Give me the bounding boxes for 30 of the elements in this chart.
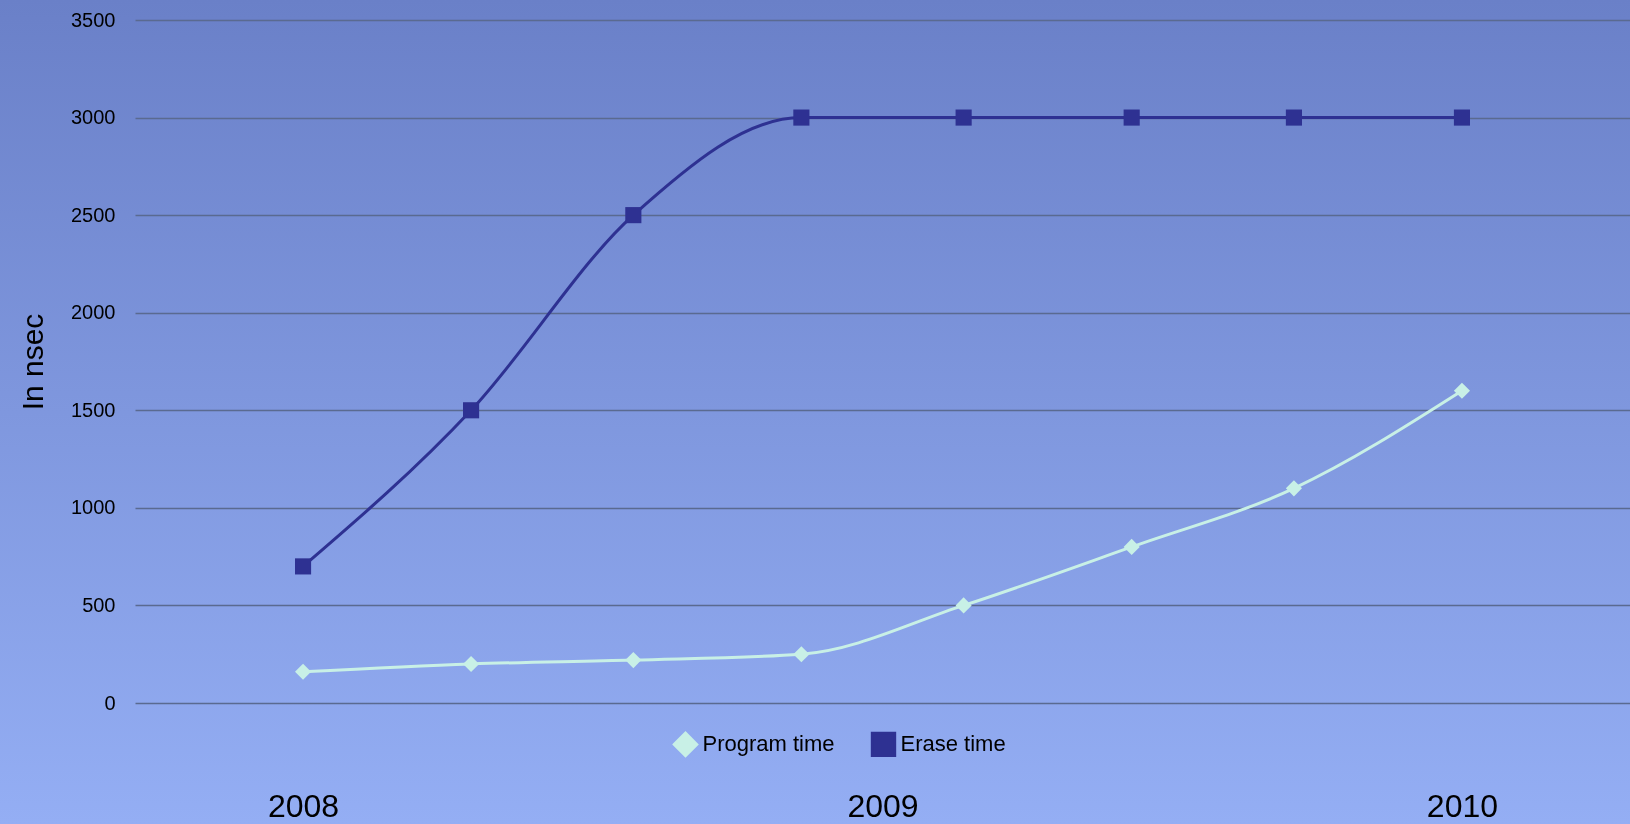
point: [1285, 109, 1302, 126]
legend-label: Program time: [702, 731, 835, 757]
x-tick-label: 2009: [847, 787, 919, 824]
point: [294, 558, 312, 575]
point: [1453, 109, 1471, 126]
y-tick-label: 3500: [71, 8, 116, 31]
y-tick-label: 3000: [71, 106, 116, 129]
point: [955, 597, 972, 614]
x-tick-label: 2010: [1426, 787, 1499, 824]
point: [625, 207, 642, 224]
point: [294, 663, 312, 680]
point: [1285, 480, 1302, 497]
y-tick-label: 0: [104, 691, 116, 714]
point: [955, 109, 972, 126]
point: [463, 655, 480, 673]
point: [1123, 109, 1140, 126]
point: [793, 109, 810, 126]
y-tick-label: 1000: [71, 496, 116, 519]
x-tick-label: 2008: [267, 787, 340, 824]
point: [793, 646, 810, 663]
y-tick-label: 2500: [71, 203, 116, 226]
legend-label: Erase time: [900, 731, 1006, 757]
y-tick-label: 500: [82, 593, 116, 616]
point: [1123, 538, 1140, 555]
point: [1453, 382, 1471, 399]
y-axis-title: In nsec: [16, 313, 50, 411]
y-tick-label: 2000: [71, 301, 116, 324]
y-tick-label: 1500: [71, 398, 116, 421]
point: [625, 652, 642, 669]
point: [463, 402, 480, 419]
